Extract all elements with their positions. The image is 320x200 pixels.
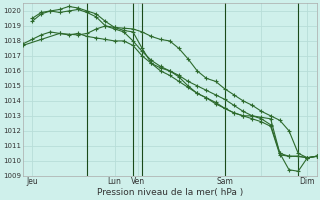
- X-axis label: Pression niveau de la mer( hPa ): Pression niveau de la mer( hPa ): [97, 188, 243, 197]
